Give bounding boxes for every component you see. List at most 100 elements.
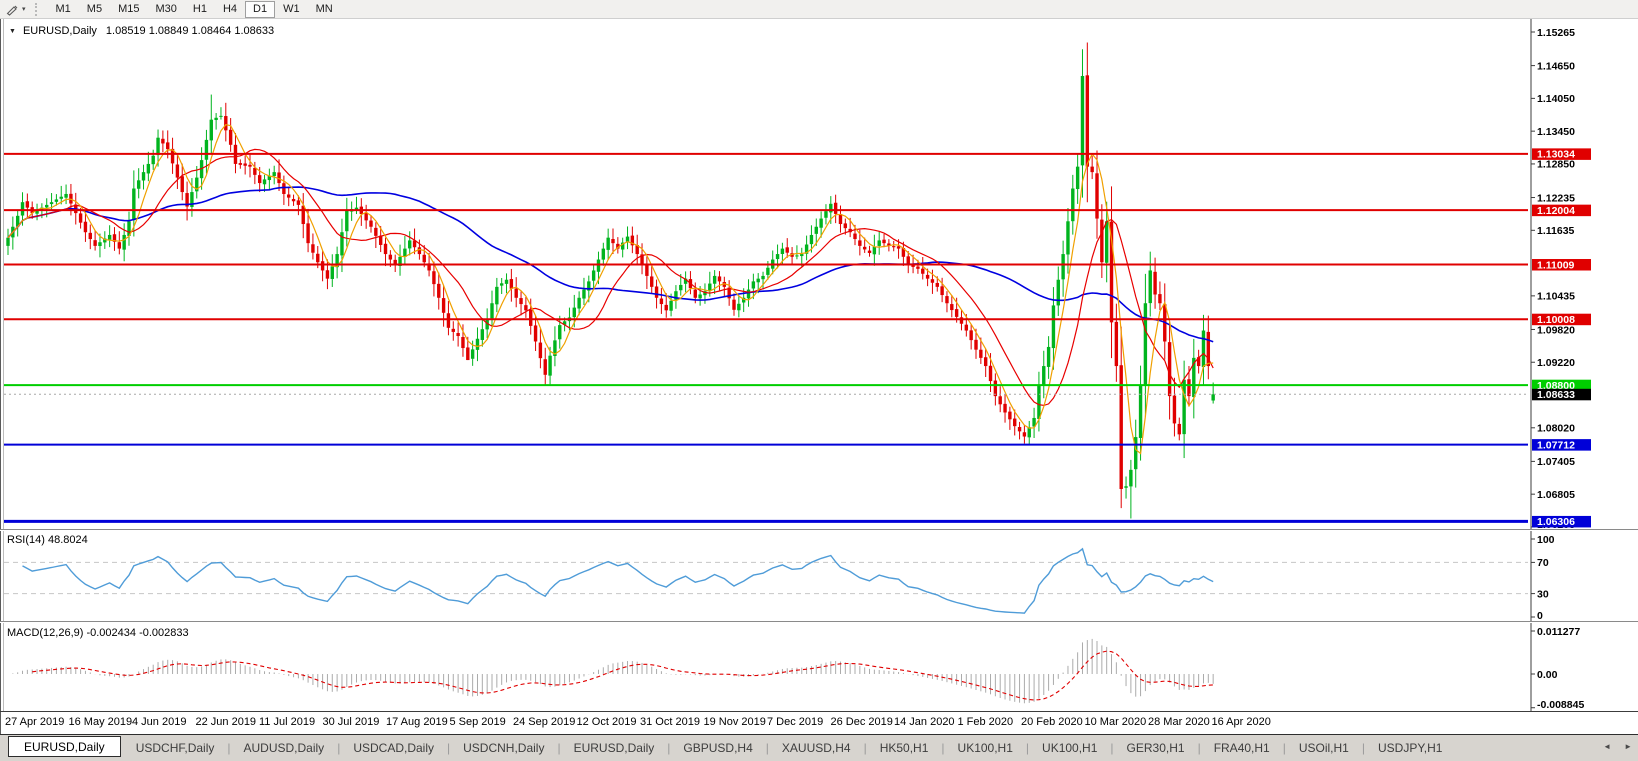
macd-axis-label: 0.00: [1537, 669, 1558, 681]
price-badge: [1532, 204, 1591, 217]
price-badge-label: 1.13034: [1537, 149, 1575, 161]
tab-separator: |: [667, 741, 671, 755]
date-label: 17 Aug 2019: [386, 716, 448, 728]
date-label: 19 Nov 2019: [704, 716, 766, 728]
toolbar-grip[interactable]: [34, 2, 40, 16]
price-tick-label: 1.12850: [1537, 159, 1575, 171]
tab-separator: |: [1110, 741, 1114, 755]
tab-separator: |: [337, 741, 341, 755]
tab-7-xauusd-h4[interactable]: XAUUSD,H4: [781, 741, 851, 755]
date-label: 1 Feb 2020: [958, 716, 1014, 728]
tab-separator: |: [765, 741, 769, 755]
date-label: 12 Oct 2019: [577, 716, 637, 728]
price-badge: [1532, 379, 1591, 392]
tab-separator: |: [447, 741, 451, 755]
tab-13-usoil-h1[interactable]: USOil,H1: [1298, 741, 1349, 755]
top-toolbar: ▾ M1 M5 M15 M30 H1 H4 D1 W1 MN: [0, 0, 1638, 19]
tab-scroll-left-icon[interactable]: ◄: [1603, 742, 1612, 751]
ma-fast-line: [7, 124, 1214, 455]
price-badge: [1532, 388, 1591, 401]
price-badge-label: 1.08633: [1537, 389, 1575, 401]
price-badge: [1532, 259, 1591, 271]
price-badge-label: 1.07712: [1537, 439, 1575, 451]
price-badge: [1532, 515, 1591, 528]
timeframe-button-h4[interactable]: H4: [222, 2, 238, 15]
timeframe-button-m30[interactable]: M30: [155, 2, 177, 15]
timeframe-button-mn[interactable]: MN: [315, 2, 333, 15]
price-tick-label: 1.09820: [1537, 324, 1575, 336]
timeframe-button-w1[interactable]: W1: [283, 2, 300, 15]
pencil-tool-icon[interactable]: [5, 2, 19, 16]
rsi-axis-label: 0: [1537, 610, 1543, 622]
date-label: 31 Oct 2019: [640, 716, 700, 728]
date-label: 4 Jun 2019: [132, 716, 186, 728]
price-tick-label: 1.07405: [1537, 456, 1575, 468]
rsi-axis-label: 30: [1537, 588, 1549, 600]
price-tick-label: 1.15265: [1537, 27, 1575, 39]
price-tick-label: 1.11635: [1537, 225, 1575, 237]
price-tick-label: 1.09220: [1537, 357, 1575, 369]
date-label: 22 Jun 2019: [196, 716, 257, 728]
price-tick-label: 1.13450: [1537, 126, 1575, 138]
tab-separator: |: [227, 741, 231, 755]
timeframe-button-m15[interactable]: M15: [118, 2, 140, 15]
price-badges: 1.130341.120041.110091.100081.088001.077…: [1532, 148, 1591, 528]
tab-14-usdjpy-h1[interactable]: USDJPY,H1: [1377, 741, 1443, 755]
chart-title: ▼ EURUSD,Daily 1.08519 1.08849 1.08464 1…: [9, 25, 274, 37]
tab-10-uk100-h1[interactable]: UK100,H1: [1042, 741, 1098, 755]
tab-6-gbpusd-h4[interactable]: GBPUSD,H4: [683, 741, 753, 755]
tab-9-uk100-h1[interactable]: UK100,H1: [957, 741, 1013, 755]
tab-11-ger30-h1[interactable]: GER30,H1: [1126, 741, 1185, 755]
macd-axis-label: 0.011277: [1537, 626, 1580, 638]
date-label: 30 Jul 2019: [323, 716, 380, 728]
chart-title-symbol: EURUSD,Daily: [22, 25, 97, 37]
tab-separator: |: [1361, 741, 1365, 755]
date-label: 24 Sep 2019: [513, 716, 575, 728]
tab-scroll-arrows: ◄ ►: [1603, 742, 1632, 751]
date-label: 27 Apr 2019: [5, 716, 64, 728]
tab-separator: |: [863, 741, 867, 755]
date-label: 16 May 2019: [69, 716, 133, 728]
candles-layer: [6, 42, 1215, 519]
date-label: 16 Apr 2020: [1212, 716, 1271, 728]
timeframe-button-m5[interactable]: M5: [86, 2, 103, 15]
price-badge: [1532, 313, 1591, 326]
date-label: 7 Dec 2019: [767, 716, 823, 728]
tab-0-eurusd-daily[interactable]: EURUSD,Daily: [8, 736, 121, 757]
tab-2-audusd-daily[interactable]: AUDUSD,Daily: [243, 741, 325, 755]
tab-4-usdcnh-daily[interactable]: USDCNH,Daily: [463, 741, 545, 755]
price-tick-label: 1.14050: [1537, 93, 1575, 105]
tab-separator: |: [1025, 741, 1030, 755]
timeframe-button-m1[interactable]: M1: [55, 2, 71, 15]
date-label: 28 Mar 2020: [1148, 716, 1210, 728]
title-caret-icon: ▼: [9, 27, 16, 35]
tab-1-usdchf-daily[interactable]: USDCHF,Daily: [135, 741, 215, 755]
timeframe-button-group: M1 M5 M15 M30 H1 H4 D1 W1 MN: [48, 0, 341, 18]
date-label: 5 Sep 2019: [450, 716, 506, 728]
tab-separator: |: [941, 741, 945, 755]
timeframe-button-d1[interactable]: D1: [245, 0, 276, 18]
timeframe-button-h1[interactable]: H1: [192, 2, 207, 15]
date-label: 26 Dec 2019: [831, 716, 893, 728]
tab-scroll-right-icon[interactable]: ►: [1624, 742, 1632, 751]
price-badge-label: 1.11009: [1537, 259, 1575, 271]
rsi-line: [22, 547, 1214, 614]
rsi-label: RSI(14) 48.8024: [7, 534, 88, 546]
chart-tab-bar: EURUSD,Daily USDCHF,Daily | AUDUSD,Daily | US…: [0, 734, 1638, 761]
tab-12-fra40-h1[interactable]: FRA40,H1: [1213, 741, 1270, 755]
price-badge-label: 1.10008: [1537, 314, 1575, 326]
tool-dropdown-caret-icon[interactable]: ▾: [22, 6, 26, 13]
tab-separator: |: [1197, 741, 1201, 755]
tab-5-eurusd-daily[interactable]: EURUSD,Daily: [573, 741, 655, 755]
tab-8-hk50-h1[interactable]: HK50,H1: [879, 741, 929, 755]
tab-3-usdcad-daily[interactable]: USDCAD,Daily: [353, 741, 434, 755]
tab-separator: |: [1282, 741, 1286, 755]
date-axis: 27 Apr 2019 16 May 2019 4 Jun 2019 22 Jun 2…: [5, 716, 1271, 728]
price-badge: [1532, 148, 1591, 160]
date-label: 14 Jan 2020: [894, 716, 955, 728]
chart-title-ohlc: 1.08519 1.08849 1.08464 1.08633: [105, 25, 275, 37]
horizontal-levels-layer: [4, 152, 1528, 523]
macd-pane: 0.011277 0.00 -0.008845 MACD(12,26,9) -0.00…: [7, 626, 1584, 711]
